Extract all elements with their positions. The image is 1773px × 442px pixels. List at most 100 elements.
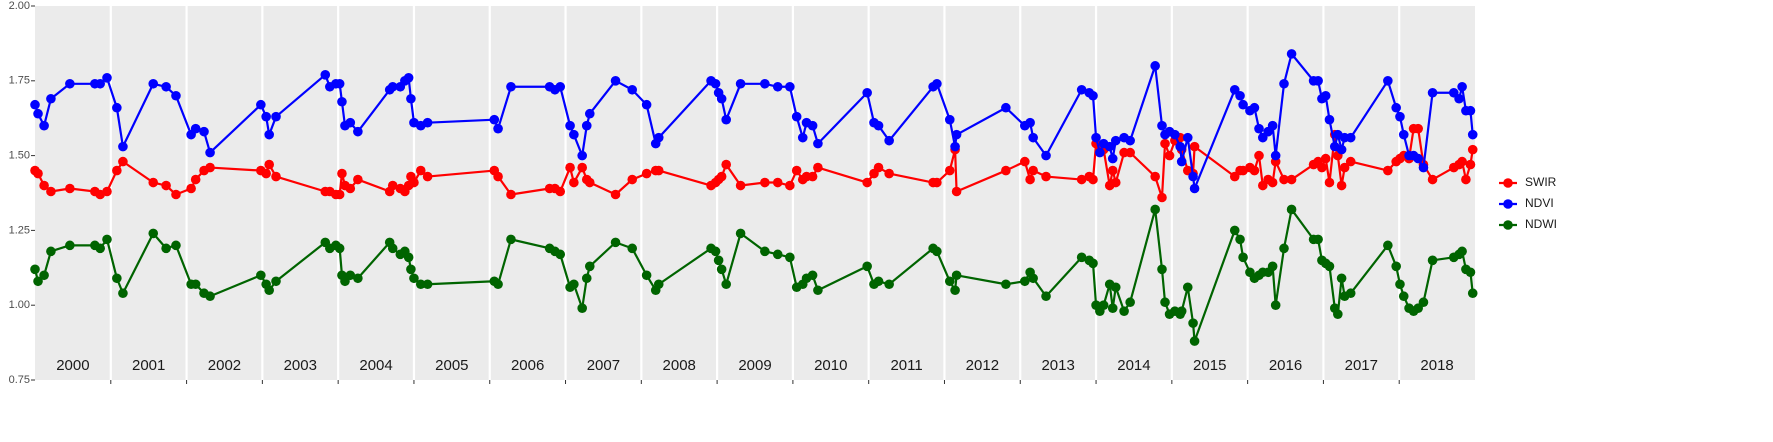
data-point [65,183,75,194]
y-tick-label: 1.50 [9,150,30,162]
data-point [1160,297,1170,308]
data-point [1182,132,1193,143]
data-point [581,120,592,131]
data-point [46,246,56,257]
data-point [1383,240,1393,251]
data-point [932,246,942,257]
data-point [884,135,894,146]
data-point [1391,102,1401,113]
data-point [345,117,356,128]
year-label: 2011 [890,357,922,374]
data-point [1235,234,1245,245]
data-point [190,279,201,290]
data-point [102,234,112,245]
data-point [493,123,503,134]
data-point [1189,183,1200,194]
data-point [785,252,795,263]
data-point [951,270,962,281]
data-point [1267,177,1278,188]
data-point [873,162,884,173]
data-point [1025,174,1035,185]
data-point [161,81,171,92]
data-point [721,279,731,290]
data-point [1107,303,1118,313]
data-point [102,186,112,197]
data-point [415,165,426,176]
data-point [39,270,49,281]
data-point [610,237,621,248]
data-point [807,270,818,281]
year-label: 2010 [814,357,847,374]
data-point [171,90,181,101]
y-tick-label: 1.00 [9,299,30,311]
data-point [772,81,783,92]
data-point [1001,279,1011,290]
data-point [506,81,516,92]
data-point [653,279,664,290]
data-point [112,165,122,176]
data-point [1041,171,1051,182]
data-point [610,189,621,200]
data-point [735,180,746,191]
data-point [190,123,201,134]
data-point [65,240,75,251]
data-point [1336,180,1347,191]
year-label: 2013 [1041,357,1074,374]
year-label: 2004 [359,357,392,374]
data-point [506,189,516,200]
data-point [264,285,274,296]
legend-label: NDWI [1525,217,1557,231]
legend-key-point [1503,199,1513,209]
data-point [760,246,770,257]
data-point [791,165,802,176]
data-point [1267,261,1278,272]
data-point [1427,255,1438,266]
data-point [1454,93,1464,104]
year-label: 2015 [1193,357,1226,374]
legend-key-point [1503,220,1513,230]
year-label: 2005 [435,357,468,374]
data-point [1188,318,1198,328]
data-point [334,243,345,254]
data-point [256,99,266,110]
data-point [148,228,159,239]
data-point [813,285,823,296]
data-point [1339,162,1350,173]
data-point [264,159,274,170]
data-point [1076,174,1087,185]
data-point [46,186,56,197]
data-point [1176,156,1187,167]
data-point [403,73,414,83]
data-point [1267,120,1278,131]
data-point [1125,297,1135,308]
data-point [1336,273,1347,284]
year-label: 2017 [1345,357,1378,374]
data-point [716,171,727,182]
data-point [102,73,112,83]
data-point [30,99,40,110]
data-point [951,186,962,197]
data-point [1020,156,1030,167]
data-point [653,165,664,176]
data-point [1249,102,1260,113]
data-point [353,273,363,284]
data-point [1150,204,1160,215]
data-point [1383,76,1393,86]
data-point [337,96,347,107]
year-label: 2006 [511,357,544,374]
data-point [1107,165,1118,176]
data-point [271,111,281,122]
data-point [1418,297,1429,308]
data-point [944,114,955,125]
data-point [334,189,345,200]
data-point [506,234,516,245]
data-point [1175,141,1185,152]
legend-label: NDVI [1525,196,1554,210]
data-point [610,76,621,86]
data-point [1254,150,1264,161]
data-point [205,147,215,158]
data-point [1150,61,1160,71]
legend-key-point [1503,178,1513,188]
data-point [1324,177,1335,188]
data-point [1324,261,1335,272]
